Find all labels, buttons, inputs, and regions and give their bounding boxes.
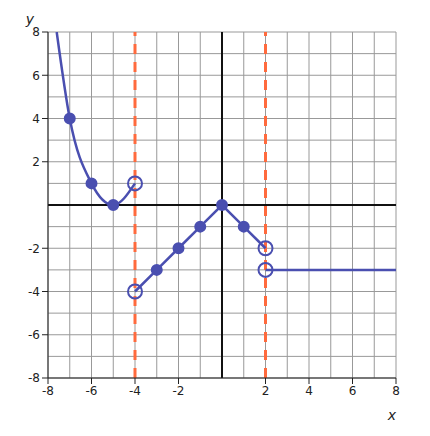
svg-text:-2: -2	[173, 384, 185, 398]
svg-text:-8: -8	[28, 371, 40, 385]
svg-text:-4: -4	[28, 285, 40, 299]
svg-text:8: 8	[392, 384, 400, 398]
svg-text:x: x	[387, 407, 397, 423]
svg-text:6: 6	[32, 69, 40, 83]
svg-text:y: y	[25, 11, 35, 27]
svg-text:8: 8	[32, 25, 40, 39]
svg-text:6: 6	[349, 384, 357, 398]
svg-text:-6: -6	[28, 328, 40, 342]
svg-text:4: 4	[32, 112, 40, 126]
svg-text:-6: -6	[86, 384, 98, 398]
svg-text:-2: -2	[28, 242, 40, 256]
svg-text:-4: -4	[129, 384, 141, 398]
svg-text:4: 4	[305, 384, 313, 398]
svg-text:-8: -8	[42, 384, 54, 398]
svg-text:2: 2	[32, 155, 40, 169]
svg-text:2: 2	[262, 384, 270, 398]
